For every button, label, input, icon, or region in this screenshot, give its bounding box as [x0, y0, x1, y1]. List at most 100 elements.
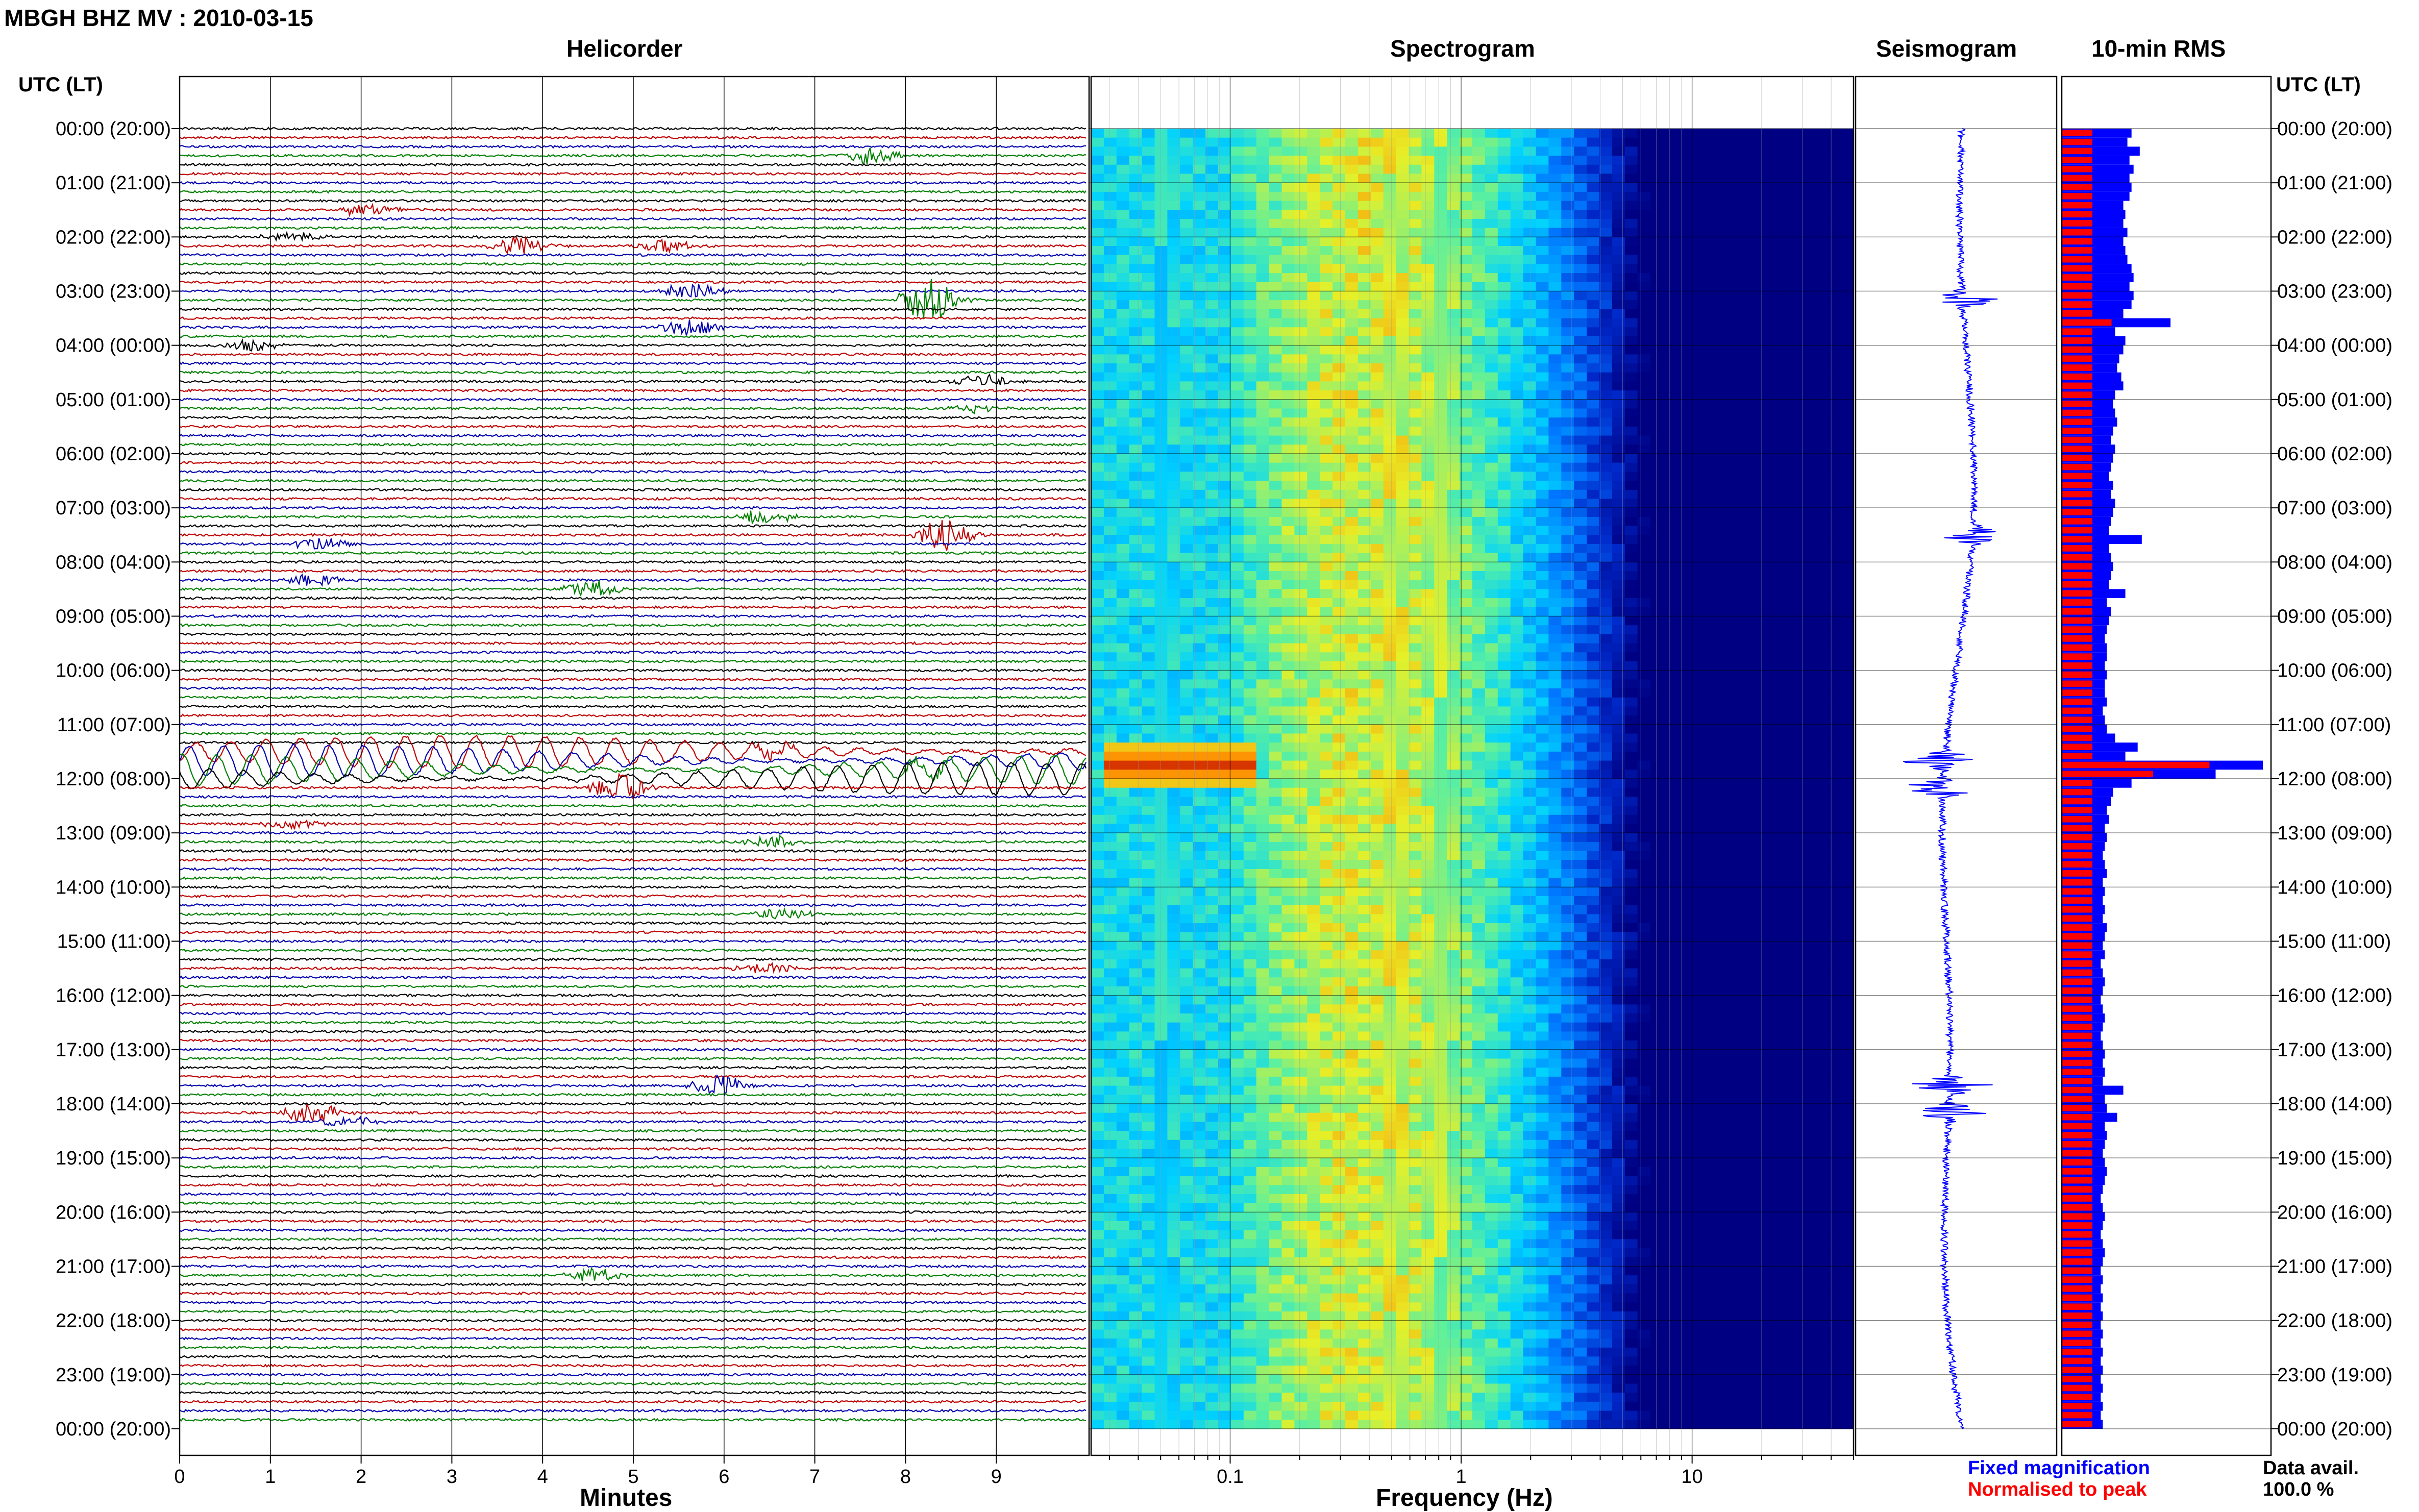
spectrogram-cell: [1230, 228, 1244, 237]
spectrogram-cell: [1256, 833, 1270, 842]
spectrogram-cell: [1612, 417, 1625, 427]
spectrogram-cell: [1103, 454, 1117, 463]
spectrogram-cell: [1637, 643, 1651, 653]
spectrogram-cell: [1650, 408, 1664, 418]
spectrogram-cell: [1841, 688, 1854, 698]
spectrogram-cell: [1764, 173, 1778, 183]
helicorder-trace: [179, 1300, 1087, 1305]
spectrogram-cell: [1548, 806, 1562, 815]
spectrogram-cell: [1345, 381, 1359, 391]
spectrogram-cell: [1307, 372, 1320, 382]
spectrogram-cell: [1688, 408, 1701, 418]
spectrogram-cell: [1332, 246, 1346, 256]
spectrogram-cell: [1447, 589, 1460, 599]
spectrogram-cell: [1790, 553, 1804, 562]
spectrogram-cell: [1307, 210, 1320, 219]
spectrogram-cell: [1612, 399, 1625, 409]
helicorder-trace: [179, 271, 1087, 275]
spectrogram-cell: [1383, 553, 1397, 562]
spectrogram-cell: [1739, 426, 1752, 436]
spectrogram-cell: [1587, 146, 1600, 156]
spectrogram-cell: [1421, 472, 1435, 481]
spectrogram-cell: [1701, 526, 1714, 535]
spectrogram-cell: [1714, 598, 1727, 608]
spectrogram-cell: [1180, 824, 1193, 833]
spectrogram-cell: [1091, 787, 1104, 797]
helicorder-trace: [179, 506, 1087, 510]
spectrogram-cell: [1434, 760, 1447, 770]
spectrogram-cell: [1739, 137, 1752, 147]
spectrogram-cell: [1688, 742, 1701, 752]
spectrogram-cell: [1460, 652, 1473, 662]
spectrogram-cell: [1624, 462, 1638, 472]
spectrogram-cell: [1256, 435, 1270, 445]
spectrogram-cell: [1294, 183, 1308, 192]
spectrogram-cell: [1370, 760, 1384, 770]
spectrogram-cell: [1167, 580, 1181, 589]
spectrogram-cell: [1370, 164, 1384, 175]
spectrogram-cell: [1243, 183, 1257, 192]
spectrogram-cell: [1841, 634, 1854, 644]
spectrogram-cell: [1230, 851, 1244, 860]
spectrogram-cell: [1116, 580, 1130, 589]
spectrogram-cell: [1091, 543, 1104, 554]
spectrogram-cell: [1561, 562, 1574, 572]
spectrogram-cell: [1841, 580, 1854, 589]
spectrogram-cell: [1574, 173, 1587, 183]
spectrogram-cell: [1536, 291, 1549, 301]
spectrogram-cell: [1167, 706, 1181, 716]
spectrogram-cell: [1269, 435, 1282, 445]
spectrogram-cell: [1497, 381, 1511, 391]
spectrogram-cell: [1688, 435, 1701, 445]
spectrogram-cell: [1472, 797, 1486, 806]
spectrogram-cell: [1103, 499, 1117, 508]
spectrogram-cell: [1193, 841, 1206, 852]
spectrogram-cell: [1803, 444, 1816, 454]
spectrogram-cell: [1154, 634, 1168, 644]
spectrogram-cell: [1599, 228, 1613, 237]
spectrogram-cell: [1383, 779, 1397, 788]
spectrogram-cell: [1218, 354, 1231, 364]
spectrogram-cell: [1815, 183, 1829, 192]
spectrogram-cell: [1281, 381, 1295, 391]
spectrogram-cell: [1447, 201, 1460, 210]
spectrogram-cell: [1167, 426, 1181, 436]
spectrogram-cell: [1116, 598, 1130, 608]
spectrogram-cell: [1370, 354, 1384, 364]
spectrogram-cell: [1205, 508, 1219, 517]
spectrogram-cell: [1803, 191, 1816, 202]
spectrogram-cell: [1650, 218, 1664, 229]
spectrogram-cell: [1269, 146, 1282, 156]
spectrogram-cell: [1815, 661, 1829, 671]
spectrogram-cell: [1383, 670, 1397, 680]
spectrogram-cell: [1193, 372, 1206, 382]
spectrogram-cell: [1421, 327, 1435, 337]
spectrogram-cell: [1103, 553, 1117, 562]
spectrogram-cell: [1548, 228, 1562, 237]
spectrogram-cell: [1828, 363, 1841, 373]
spectrogram-cell: [1624, 779, 1638, 788]
spectrogram-cell: [1180, 706, 1193, 716]
spectrogram-cell: [1243, 210, 1257, 219]
spectrogram-cell: [1281, 363, 1295, 373]
spectrogram-cell: [1116, 327, 1130, 337]
spectrogram-cell: [1193, 218, 1206, 229]
spectrogram-cell: [1841, 553, 1854, 562]
helicorder-trace: [179, 404, 1087, 414]
spectrogram-cell: [1447, 417, 1460, 427]
spectrogram-cell: [1701, 679, 1714, 689]
spectrogram-cell: [1103, 191, 1117, 202]
spectrogram-cell: [1129, 246, 1143, 256]
spectrogram-cell: [1726, 372, 1740, 382]
spectrogram-cell: [1409, 444, 1422, 454]
spectrogram-cell: [1269, 787, 1282, 797]
spectrogram-cell: [1434, 146, 1447, 156]
spectrogram-cell: [1281, 824, 1295, 833]
left-time-axis-label: UTC (LT): [18, 73, 103, 96]
spectrogram-cell: [1281, 255, 1295, 264]
spectrogram-cell: [1320, 318, 1333, 328]
spectrogram-cell: [1548, 363, 1562, 373]
spectrogram-cell: [1790, 481, 1804, 490]
spectrogram-cell: [1460, 580, 1473, 589]
spectrogram-cell: [1091, 508, 1104, 517]
